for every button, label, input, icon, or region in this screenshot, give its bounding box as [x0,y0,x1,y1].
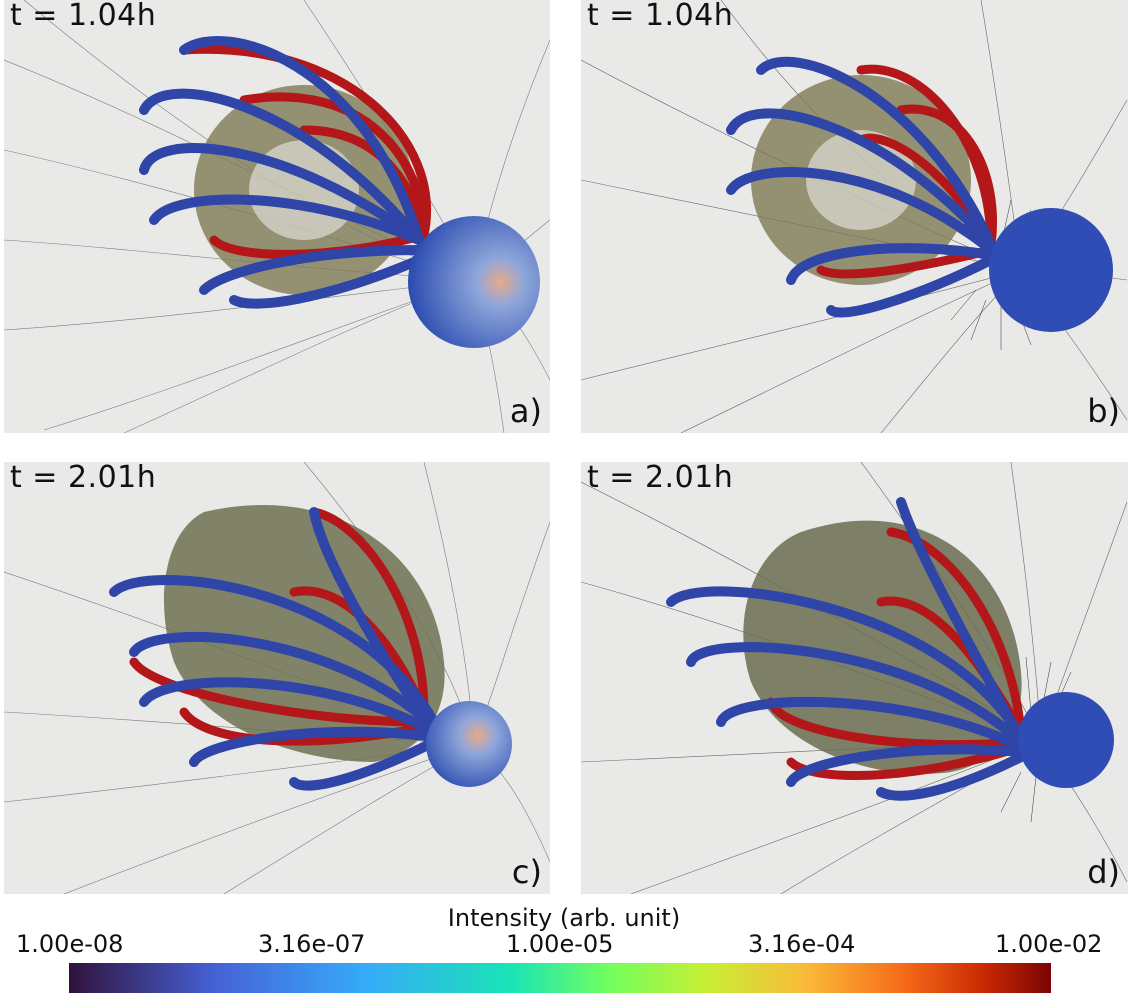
panel-c: t = 2.01h c) [4,462,550,894]
torus-surface [743,520,1022,774]
time-label: t = 2.01h [587,462,734,495]
panel-letter: a) [509,392,542,430]
panel-letter: c) [511,853,542,891]
panel-a: t = 1.04h a) [4,0,550,433]
blue-flux-tubes [139,35,424,309]
colorbar-tick: 1.00e-02 [995,930,1103,958]
sun-sphere [426,701,512,787]
blue-flux-tubes [109,507,439,791]
colorbar-gradient [69,963,1051,993]
panel-letter: b) [1087,392,1120,430]
panel-b: t = 1.04h b) [581,0,1128,433]
sun-sphere [1018,692,1114,788]
sun-sphere [989,208,1113,332]
panel-letter: d) [1087,853,1120,891]
panel-d: t = 2.01h d) [581,462,1128,894]
panel-c-scene [4,462,550,894]
time-label: t = 1.04h [10,0,157,33]
colorbar-title: Intensity (arb. unit) [447,904,681,932]
time-label: t = 1.04h [587,0,734,33]
sun-sphere [408,216,540,348]
blue-flux-tubes [726,56,996,318]
panel-d-scene [581,462,1128,894]
blue-flux-tubes [666,497,1026,801]
time-label: t = 2.01h [10,462,157,495]
colorbar-tick: 3.16e-04 [748,930,856,958]
colorbar-tick: 3.16e-07 [258,930,366,958]
panel-b-scene [581,0,1128,433]
colorbar-tick: 1.00e-08 [16,930,124,958]
colorbar-tick: 1.00e-05 [506,930,614,958]
panel-a-scene [4,0,550,433]
